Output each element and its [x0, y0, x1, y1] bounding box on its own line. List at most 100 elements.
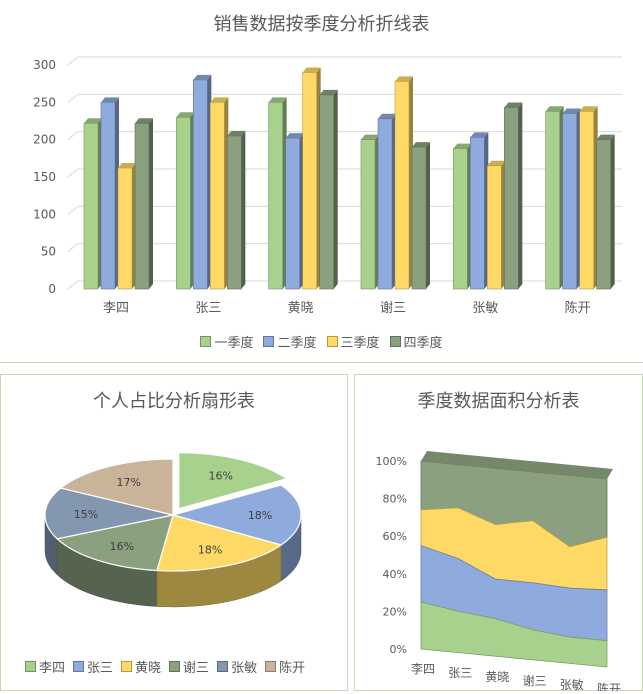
pie-slice — [178, 452, 289, 510]
pie-legend-swatch — [217, 661, 229, 672]
bar-legend-swatch — [389, 336, 401, 347]
pie-chart-plot: 16% 18% 18% 16% 15% 17% — [44, 452, 302, 608]
x-tick-label: 谢三 — [380, 300, 406, 316]
gridline — [67, 56, 622, 66]
gridline — [67, 93, 622, 103]
x-tick-label: 李四 — [103, 301, 129, 316]
y-tick-label: 100 — [33, 207, 56, 221]
pie-legend-item: 谢三 — [169, 657, 209, 676]
pie-value-label: 16% — [110, 540, 134, 553]
y-tick-label: 0 — [48, 282, 56, 296]
y-tick-label: 0% — [390, 643, 407, 656]
bar — [210, 97, 229, 290]
pie-legend-label: 李四 — [39, 661, 66, 676]
pie-chart-title: 个人占比分析扇形表 — [93, 391, 255, 412]
pie-legend-swatch — [121, 661, 133, 672]
bar — [562, 108, 581, 290]
y-tick-label: 60% — [383, 530, 407, 543]
bar-legend-label: 四季度 — [403, 336, 443, 351]
pie-slice — [170, 484, 302, 546]
bar — [453, 143, 472, 290]
pie-slice — [44, 487, 174, 540]
gridline — [67, 243, 622, 253]
pie-legend-label: 黄晓 — [135, 661, 162, 676]
y-tick-label: 200 — [33, 133, 56, 147]
area-chart-plot: 0% 20% 40% 60% 80% 100% 李四 张三 黄晓 谢三 张敏 陈开 — [376, 451, 621, 691]
pie-legend-item: 张敏 — [217, 657, 257, 676]
pie-slice — [55, 514, 174, 572]
bar — [134, 118, 153, 290]
y-tick-label: 300 — [33, 58, 56, 72]
bar — [227, 130, 246, 290]
y-tick-label: 150 — [33, 170, 56, 184]
x-tick-label: 张敏 — [472, 301, 498, 316]
bar — [487, 160, 506, 290]
y-tick-label: 40% — [383, 568, 407, 581]
bar — [302, 67, 321, 290]
bar — [176, 112, 195, 290]
bar — [285, 133, 304, 290]
x-tick-label: 李四 — [411, 661, 435, 676]
bar-legend-label: 三季度 — [340, 336, 380, 351]
area-chart-panel: 季度数据面积分析表 0% 20% 40% 60% 80% 100% 李四 张三 黄晓 谢三 张敏 陈开 — [354, 374, 643, 691]
pie-chart-legend: 李四 张三 黄晓 谢三 张敏 陈开 — [25, 657, 305, 676]
gridline — [67, 131, 622, 141]
pie-legend-swatch — [25, 661, 36, 672]
bar — [377, 113, 396, 290]
bar-legend-swatch — [326, 336, 338, 347]
bar-legend-item: 四季度 — [389, 332, 443, 351]
bar — [411, 142, 430, 290]
y-tick-label: 250 — [33, 95, 56, 109]
bar-legend-label: 一季度 — [214, 336, 254, 351]
pie-legend-swatch — [169, 661, 181, 672]
x-tick-label: 张三 — [195, 301, 221, 316]
area-chart-title: 季度数据面积分析表 — [417, 391, 580, 412]
bar — [319, 89, 338, 290]
bar-chart-legend: 一季度 二季度 三季度 四季度 — [0, 332, 643, 351]
x-tick-label: 黄晓 — [288, 301, 314, 316]
x-tick-label: 陈开 — [597, 681, 621, 691]
pie-legend-item: 李四 — [25, 657, 65, 676]
bar-chart-plot: 0 50 100 150 200 250 300 李四 张三 黄晓 谢三 张敏 陈开 — [33, 56, 622, 316]
bar — [193, 74, 212, 290]
pie-value-label: 15% — [74, 508, 98, 521]
bar — [100, 97, 119, 290]
area-band — [420, 601, 608, 668]
pie-legend-label: 张三 — [87, 661, 114, 676]
bar — [268, 97, 287, 290]
bar-legend-label: 二季度 — [277, 336, 317, 351]
pie-legend-item: 黄晓 — [121, 657, 161, 676]
pie-legend-label: 谢三 — [183, 661, 210, 676]
x-tick-label: 张敏 — [560, 677, 584, 691]
bar-legend-swatch — [263, 336, 275, 347]
x-tick-label: 张三 — [448, 666, 472, 680]
area-top-face — [421, 451, 613, 479]
bar — [504, 102, 523, 290]
pie-slice — [156, 514, 283, 572]
y-tick-label: 100% — [376, 455, 407, 468]
x-tick-label: 黄晓 — [485, 670, 509, 684]
pie-legend-swatch — [265, 661, 277, 672]
pie-value-label: 18% — [198, 543, 222, 556]
pie-value-label: 16% — [208, 469, 232, 482]
bar — [360, 134, 379, 290]
bar-legend-swatch — [200, 336, 212, 347]
gridline — [67, 205, 622, 215]
bar-legend-item: 三季度 — [326, 332, 380, 351]
y-tick-label: 80% — [383, 493, 407, 506]
bar — [83, 118, 102, 290]
pie-legend-swatch — [73, 661, 85, 672]
bar — [117, 163, 136, 290]
pie-chart-panel: 个人占比分析扇形表 16% 18% 18% 16% 15% 17% 李四 张三 黄晓 谢三 张敏 陈… — [0, 374, 348, 691]
pie-legend-label: 张敏 — [231, 661, 258, 676]
bar-chart-title: 销售数据按季度分析折线表 — [213, 14, 430, 35]
bar — [545, 106, 564, 290]
gridline — [67, 168, 622, 178]
pie-value-label: 17% — [116, 476, 140, 489]
bar — [394, 76, 413, 290]
bar — [596, 134, 615, 290]
y-tick-label: 50 — [41, 245, 56, 259]
pie-slice — [59, 458, 174, 516]
pie-legend-item: 陈开 — [265, 657, 305, 676]
bar-legend-item: 二季度 — [263, 332, 317, 351]
